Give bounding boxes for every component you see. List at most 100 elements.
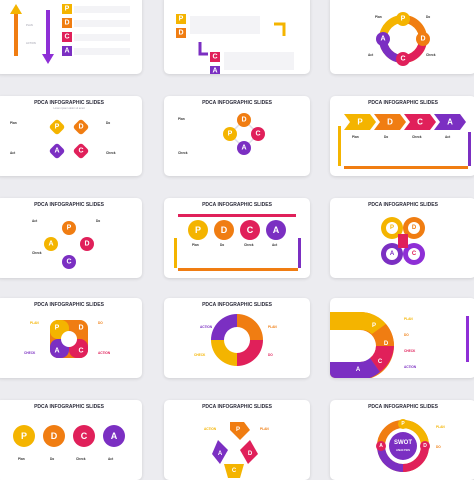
letter: C [78,348,83,355]
letter: C [412,251,417,257]
label: Plan [18,457,25,461]
letter: A [54,348,59,355]
letter: C [417,118,423,127]
arrow-down-icon [46,10,50,56]
letter-box [62,4,72,14]
swot-title: SWOT [394,440,412,446]
slide-title: PDCA INFOGRAPHIC SLIDES [202,100,272,106]
chevron-arrow-icon [434,114,466,130]
letter: C [232,468,237,474]
label: ACTION [404,365,417,369]
label: Act [32,219,38,223]
letter: P [67,225,72,232]
slide-thumbnail[interactable]: PDCA INFOGRAPHIC SLIDES P D A C ACTION P… [164,400,310,480]
slide-thumbnail[interactable]: PDCA INFOGRAPHIC SLIDES Lorem ipsum dolo… [0,96,142,176]
letter: P [390,225,394,231]
corner-arrow-icon [274,22,286,36]
label: ACTION [26,41,36,45]
arrow-up-icon [10,4,22,14]
letter: C [66,259,71,266]
letter: A [380,36,385,43]
slide-title: PDCA INFOGRAPHIC SLIDES [202,302,272,308]
label: Check [426,53,436,57]
label: Plan [178,117,185,121]
label: CHECK [404,349,416,353]
letter: D [423,443,427,449]
slide-art: PDCA INFOGRAPHIC SLIDES P D A C [368,202,439,265]
letter: C [212,54,217,61]
letter: P [228,131,233,138]
slide-art: PDCA INFOGRAPHIC SLIDES P D C A [176,14,294,75]
slide-thumbnail[interactable]: PDCA INFOGRAPHIC SLIDES P A D C Act Do C… [0,198,142,278]
label: DO [436,445,441,449]
letter: A [218,451,223,457]
slide-thumbnail[interactable]: PDCA INFOGRAPHIC SLIDES P D C A [164,0,310,74]
label: Act [272,243,278,247]
slide-thumbnail[interactable]: P D C A PLAN DO CHECK ACTION [330,298,474,378]
slide-thumbnail[interactable]: PDCA INFOGRAPHIC SLIDES P D C A Plan Do … [330,96,474,176]
slide-thumbnail[interactable]: PDCA INFOGRAPHIC SLIDES P D C A Plan Do … [164,198,310,278]
letter: C [247,225,254,235]
letter: A [64,48,69,55]
letter: D [384,341,389,347]
letter: C [81,431,88,441]
letter: C [255,131,260,138]
slide-thumbnail[interactable]: PDCA INFOGRAPHIC SLIDES P D C A Plan Che… [164,96,310,176]
label: Do [426,15,430,19]
slide-art: PDCA INFOGRAPHIC SLIDES P D C A Plan Do … [13,404,125,461]
letter: A [390,251,395,257]
letter: D [387,118,393,127]
letter: A [212,68,217,75]
letter: A [356,367,361,373]
label: Check [178,151,188,155]
corner-arrow-icon [198,42,208,56]
letter: D [178,30,183,37]
slide-title: PDCA INFOGRAPHIC SLIDES [368,202,438,208]
label: CHECK [24,351,36,355]
arrow-down-icon [42,54,54,64]
letter: C [78,148,83,155]
slide-thumbnail[interactable]: PDCA INFOGRAPHIC SLIDES PLAN ACTION P D … [0,0,142,74]
label: DO [98,321,103,325]
letter: P [65,6,70,13]
slide-art: PDCA INFOGRAPHIC SLIDES P D A C ACTION P… [202,404,273,478]
swot-subtitle: ANALYSIS [396,448,410,452]
label: Act [368,53,374,57]
chevron-arrow-icon [404,114,436,130]
slide-title: PDCA INFOGRAPHIC SLIDES [34,202,104,208]
slide-art: PDCA INFOGRAPHIC SLIDES SWOT ANALYSIS P … [368,404,445,472]
slide-thumbnail[interactable]: PDCA INFOGRAPHIC SLIDES P D A C [330,198,474,278]
slide-title: PDCA INFOGRAPHIC SLIDES [34,302,104,308]
slide-thumbnail[interactable]: PDCA INFOGRAPHIC SLIDES SWOT ANALYSIS P … [330,400,474,480]
slide-title: PDCA INFOGRAPHIC SLIDES [34,100,104,106]
label: Act [445,135,451,139]
label: PLAN [436,425,445,429]
cycle-arrow-icon [240,440,258,464]
letter: D [420,36,425,43]
letter: P [21,431,27,441]
label: Plan [10,121,17,125]
letter: A [54,148,59,155]
letter: A [111,431,118,441]
label: Act [10,151,16,155]
label: PLAN [268,325,277,329]
slide-art: PDCA INFOGRAPHIC SLIDES PLAN ACTION P D … [10,4,130,64]
slide-thumbnail[interactable]: PDCA INFOGRAPHIC SLIDES P D A C PLAN DO … [0,298,142,378]
slide-art: PDCA INFOGRAPHIC SLIDES P D C A Plan Do … [368,12,436,66]
slide-art: PDCA INFOGRAPHIC SLIDES Lorem ipsum dolo… [10,100,116,159]
letter: D [84,241,89,248]
letter: P [55,325,60,332]
letter: P [401,421,405,427]
label: Plan [352,135,359,139]
slide-thumbnail[interactable]: PDCA INFOGRAPHIC SLIDES ACTION PLAN CHEC… [164,298,310,378]
letter: P [236,427,240,433]
letter: D [412,225,417,231]
letter: D [51,431,58,441]
letter: C [400,56,405,63]
slide-subtitle: Lorem ipsum dolor sit amet [53,106,85,110]
letter: P [401,16,406,23]
label: Check [76,457,86,461]
slide-thumbnail[interactable]: PDCA INFOGRAPHIC SLIDES P D C A Plan Do … [0,400,142,480]
slide-thumbnail[interactable]: PDCA INFOGRAPHIC SLIDES P D C A Plan Do … [330,0,474,74]
letter-box [62,46,72,56]
